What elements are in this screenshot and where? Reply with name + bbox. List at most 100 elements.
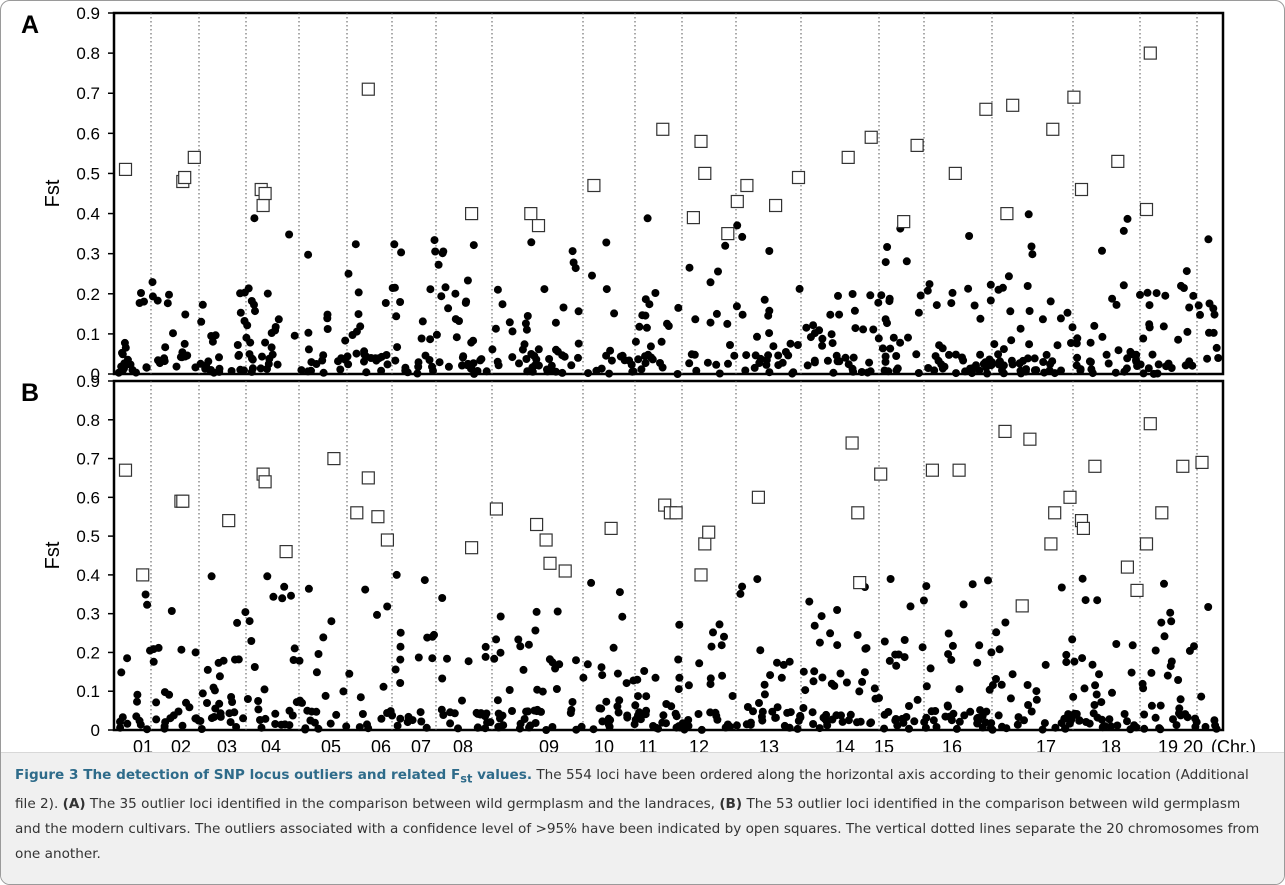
locus-point bbox=[706, 674, 715, 683]
locus-point bbox=[148, 278, 157, 287]
locus-point bbox=[274, 315, 283, 324]
caption-box: Figure 3 The detection of SNP locus outl… bbox=[1, 752, 1284, 884]
x-tick-label: 10 bbox=[594, 737, 614, 752]
x-tick-label: 05 bbox=[321, 737, 341, 752]
locus-point bbox=[373, 610, 381, 619]
locus-point bbox=[354, 288, 363, 297]
locus-point bbox=[602, 238, 611, 247]
x-tick-label: 11 bbox=[639, 737, 658, 752]
locus-point bbox=[913, 695, 922, 704]
locus-point bbox=[1185, 646, 1194, 655]
locus-point bbox=[341, 336, 350, 345]
locus-point bbox=[958, 353, 966, 362]
locus-point bbox=[690, 350, 699, 359]
locus-point bbox=[216, 712, 225, 721]
locus-point bbox=[623, 711, 632, 720]
outlier-square bbox=[998, 424, 1012, 438]
locus-point bbox=[514, 635, 523, 644]
locus-point bbox=[952, 724, 961, 733]
locus-point bbox=[1189, 291, 1198, 300]
locus-point bbox=[833, 641, 842, 650]
outlier-square bbox=[694, 134, 708, 148]
locus-point bbox=[1120, 710, 1129, 718]
figure-caption: Figure 3 The detection of SNP locus outl… bbox=[15, 767, 1260, 862]
locus-point bbox=[566, 709, 575, 717]
locus-point bbox=[715, 369, 724, 378]
locus-point bbox=[810, 621, 819, 630]
locus-point bbox=[1070, 709, 1079, 718]
locus-point bbox=[1097, 715, 1106, 724]
x-tick-label: 17 bbox=[1036, 737, 1056, 752]
locus-point bbox=[947, 299, 956, 308]
locus-point bbox=[1070, 657, 1079, 666]
locus-point bbox=[263, 289, 272, 298]
locus-point bbox=[1025, 307, 1034, 315]
locus-point bbox=[822, 717, 831, 726]
locus-point bbox=[990, 340, 999, 349]
locus-point bbox=[197, 725, 206, 733]
locus-point bbox=[551, 664, 560, 673]
locus-point bbox=[760, 295, 769, 304]
locus-point bbox=[949, 709, 958, 718]
outlier-square bbox=[327, 452, 341, 466]
locus-point bbox=[356, 693, 365, 702]
locus-point bbox=[753, 575, 762, 584]
locus-point bbox=[959, 600, 968, 609]
locus-point bbox=[885, 294, 894, 303]
locus-point bbox=[441, 283, 450, 292]
y-tick-label: 0.3 bbox=[76, 245, 100, 264]
locus-point bbox=[1196, 310, 1204, 319]
locus-point bbox=[246, 338, 255, 347]
locus-point bbox=[651, 673, 660, 682]
locus-point bbox=[641, 311, 650, 320]
locus-point bbox=[178, 721, 187, 730]
outlier-square bbox=[698, 166, 712, 180]
locus-point bbox=[773, 703, 782, 712]
locus-point bbox=[944, 629, 953, 638]
locus-point bbox=[952, 369, 960, 378]
locus-point bbox=[245, 617, 254, 626]
locus-point bbox=[432, 330, 441, 339]
locus-point bbox=[202, 361, 211, 370]
locus-point bbox=[1152, 289, 1161, 298]
locus-point bbox=[532, 607, 541, 616]
y-tick-label: 0.4 bbox=[76, 566, 100, 585]
locus-point bbox=[215, 364, 224, 373]
locus-point bbox=[849, 353, 858, 362]
locus-point bbox=[120, 338, 129, 347]
locus-point bbox=[181, 352, 190, 361]
outlier-square bbox=[1176, 459, 1190, 473]
locus-point bbox=[1028, 250, 1037, 259]
locus-point bbox=[1057, 366, 1065, 375]
x-tick-label: 18 bbox=[1101, 737, 1121, 752]
x-tick-label: 03 bbox=[217, 737, 237, 752]
locus-point bbox=[477, 355, 486, 364]
locus-point bbox=[1068, 323, 1077, 332]
locus-point bbox=[239, 714, 248, 723]
locus-point bbox=[834, 291, 842, 300]
locus-point bbox=[1128, 641, 1137, 650]
locus-point bbox=[558, 368, 567, 377]
locus-point bbox=[651, 289, 660, 297]
locus-point bbox=[1072, 339, 1081, 348]
locus-point bbox=[627, 360, 636, 369]
locus-point bbox=[498, 300, 507, 309]
locus-point bbox=[755, 699, 763, 707]
locus-point bbox=[243, 695, 252, 703]
locus-point bbox=[198, 689, 207, 698]
locus-point bbox=[765, 368, 774, 377]
locus-point bbox=[416, 708, 425, 717]
locus-point bbox=[634, 355, 643, 364]
locus-point bbox=[118, 713, 127, 722]
locus-point bbox=[886, 575, 895, 583]
locus-point bbox=[1139, 369, 1148, 378]
locus-point bbox=[848, 290, 857, 298]
locus-point bbox=[769, 342, 778, 351]
locus-point bbox=[458, 696, 466, 705]
locus-point bbox=[756, 646, 765, 655]
panel-label: A bbox=[21, 11, 39, 39]
locus-point bbox=[649, 722, 658, 730]
outlier-square bbox=[1120, 560, 1135, 574]
locus-point bbox=[881, 357, 890, 366]
locus-point bbox=[579, 673, 588, 682]
